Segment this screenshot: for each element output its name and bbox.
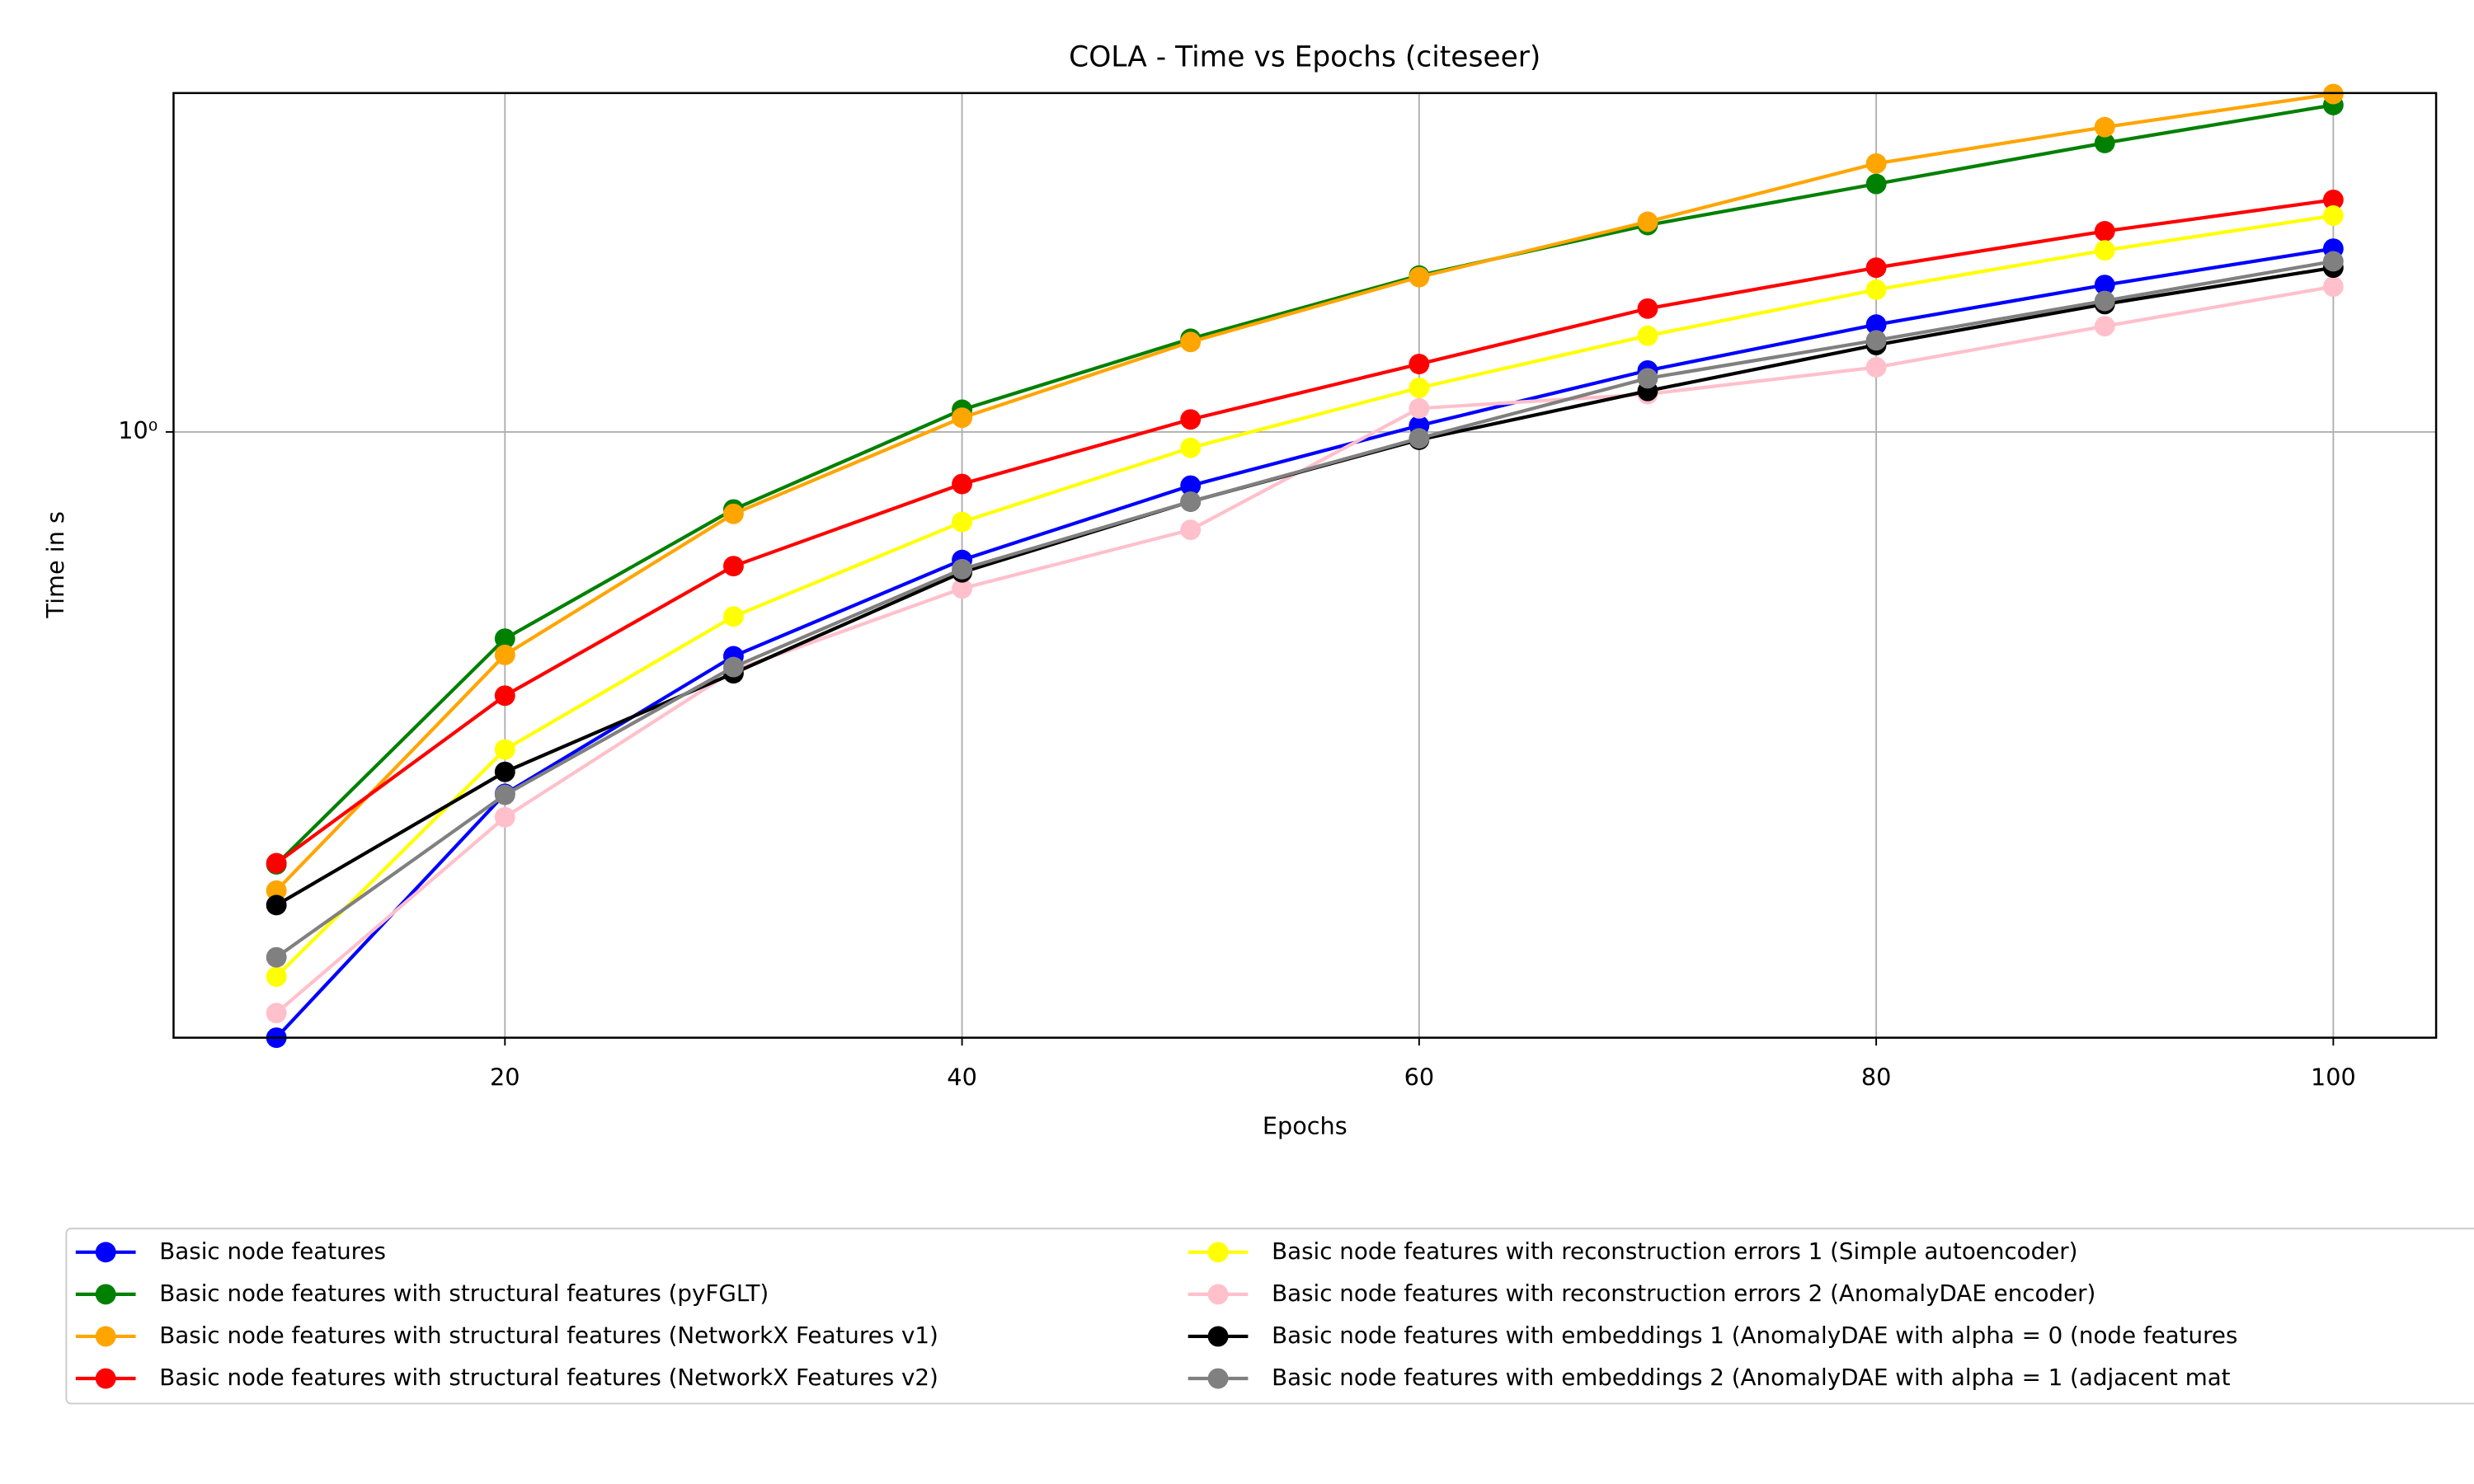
legend-label: Basic node features with structural feat… <box>159 1280 769 1307</box>
data-point <box>2094 116 2115 138</box>
x-axis-label: Epochs <box>1263 1112 1348 1140</box>
series-line <box>275 92 2334 892</box>
data-point <box>1180 331 1202 353</box>
data-point <box>952 511 973 533</box>
data-point <box>494 784 515 805</box>
data-point <box>266 852 287 874</box>
series-line <box>275 259 2334 959</box>
axes-frame <box>172 92 2438 1039</box>
data-point <box>1180 409 1202 430</box>
data-point <box>1865 314 1887 336</box>
data-point <box>266 946 287 968</box>
data-point <box>266 880 287 901</box>
data-point <box>2322 276 2344 298</box>
data-point <box>2094 132 2115 153</box>
data-point <box>723 556 744 577</box>
data-point <box>1637 325 1658 346</box>
x-tick-label: 80 <box>1861 1063 1892 1091</box>
data-point <box>494 739 515 760</box>
data-point <box>1865 330 1887 351</box>
series-line <box>275 247 2334 1040</box>
data-point <box>2094 275 2115 296</box>
legend-marker <box>95 1284 116 1305</box>
legend-label: Basic node features with embeddings 1 (A… <box>1272 1322 2237 1349</box>
data-point <box>1180 519 1202 541</box>
data-point <box>2322 189 2344 210</box>
data-point <box>2094 316 2115 337</box>
data-point <box>494 761 515 782</box>
data-point <box>723 606 744 627</box>
data-point <box>1865 357 1887 378</box>
y-tick-label: 10⁰ <box>118 416 158 444</box>
data-point <box>2322 251 2344 272</box>
data-point <box>266 966 287 987</box>
data-point <box>1409 397 1430 419</box>
series-line <box>275 103 2334 866</box>
legend-label: Basic node features with embeddings 2 (A… <box>1272 1364 2231 1391</box>
plot-area <box>266 83 2344 1049</box>
data-point <box>952 578 973 599</box>
legend-label: Basic node features with reconstruction … <box>1272 1280 2095 1307</box>
data-point <box>2094 290 2115 312</box>
data-point <box>1409 377 1430 398</box>
data-point <box>1637 298 1658 319</box>
data-point <box>1409 428 1430 449</box>
data-point <box>952 558 973 580</box>
chart-title: COLA - Time vs Epochs (citeseer) <box>1069 40 1540 73</box>
data-point <box>1865 153 1887 174</box>
legend-box <box>65 1228 2474 1405</box>
legend-label: Basic node features <box>159 1237 386 1265</box>
data-point <box>1865 279 1887 300</box>
legend-marker <box>1207 1284 1229 1305</box>
data-point <box>1409 266 1430 288</box>
x-tick-label: 40 <box>947 1063 977 1091</box>
legend: Basic node features Basic node features w… <box>75 1237 2237 1391</box>
y-axis-label: Time in s <box>41 511 69 619</box>
data-point <box>1637 368 1658 389</box>
data-point <box>2322 205 2344 226</box>
series-line <box>275 198 2334 865</box>
data-point <box>2094 240 2115 261</box>
x-tick-label: 100 <box>2311 1063 2356 1091</box>
data-point <box>266 895 287 916</box>
legend-marker <box>1207 1368 1229 1389</box>
data-point <box>494 628 515 650</box>
series-line <box>275 214 2334 979</box>
legend-marker <box>95 1368 116 1389</box>
legend-label: Basic node features with reconstruction … <box>1272 1237 2077 1265</box>
data-point <box>723 503 744 524</box>
data-point <box>1180 475 1202 496</box>
data-point <box>1180 491 1202 512</box>
legend-label: Basic node features with structural feat… <box>159 1322 938 1349</box>
data-point <box>266 1003 287 1024</box>
x-tick-label: 20 <box>490 1063 520 1091</box>
data-point <box>952 407 973 429</box>
data-point <box>1180 437 1202 458</box>
legend-marker <box>1207 1242 1229 1263</box>
data-point <box>494 806 515 828</box>
data-point <box>494 644 515 665</box>
legend-label: Basic node features with structural feat… <box>159 1364 938 1391</box>
data-point <box>1409 354 1430 374</box>
x-tick-label: 60 <box>1404 1063 1435 1091</box>
data-point <box>723 656 744 678</box>
data-point <box>2094 221 2115 242</box>
data-point <box>494 685 515 707</box>
legend-marker <box>1207 1326 1229 1347</box>
legend-marker <box>95 1326 116 1347</box>
data-point <box>1865 173 1887 195</box>
legend-marker <box>95 1242 116 1263</box>
data-point <box>1865 257 1887 279</box>
data-point <box>1637 211 1658 232</box>
data-point <box>952 473 973 495</box>
